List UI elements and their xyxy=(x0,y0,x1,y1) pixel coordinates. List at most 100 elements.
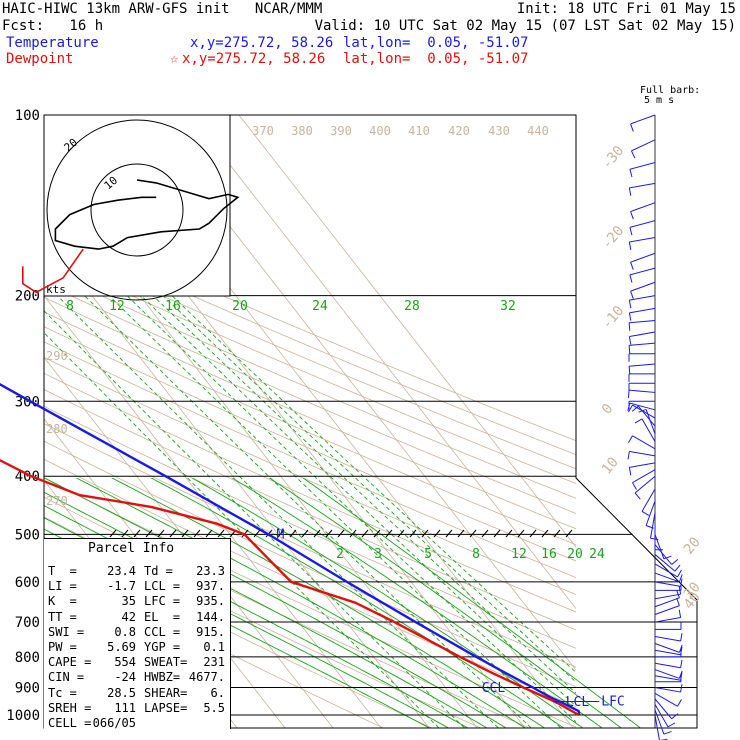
dewpoint-latlon: lat,lon= 0.05, -51.07 xyxy=(343,51,529,67)
mixing-ratio-label: 8 xyxy=(472,547,480,562)
wind-barb xyxy=(628,373,655,382)
barb-shaft xyxy=(654,581,681,587)
wind-barb xyxy=(654,704,676,728)
mixing-ratio-line xyxy=(108,295,561,728)
wind-barb xyxy=(654,698,679,720)
theta-label: 430 xyxy=(488,124,510,138)
mixing-ratio-line xyxy=(44,310,465,728)
barb-flag xyxy=(628,322,631,331)
isotherm-line xyxy=(44,233,430,728)
parcel-info-cell: 935. xyxy=(196,594,225,609)
parcel-info-cell: YGP = xyxy=(144,640,181,654)
theta-label: 280 xyxy=(46,422,68,436)
barb-shaft xyxy=(629,450,656,457)
wind-barb xyxy=(654,659,683,669)
dewpoint-xy: x,y=275.72, 58.26 xyxy=(182,51,326,67)
wind-barb xyxy=(655,648,682,658)
barb-shaft xyxy=(629,363,656,367)
wind-barb xyxy=(628,363,656,375)
freezing-hatch xyxy=(325,529,333,538)
barb-flag xyxy=(634,418,643,424)
barb-flag xyxy=(678,609,682,618)
barb-flag xyxy=(680,684,683,693)
barb-shaft xyxy=(654,698,673,720)
barb-flag xyxy=(628,345,631,354)
barb-flag xyxy=(628,435,633,443)
dry-adiabat-line xyxy=(44,282,576,514)
barb-flag xyxy=(627,390,630,399)
parcel-info-cell: CELL = xyxy=(48,716,92,730)
barb-shaft xyxy=(629,162,656,170)
parcel-info-cell: 0.8 xyxy=(114,624,136,639)
parcel-info-cell: CCL = xyxy=(144,624,181,639)
barb-shaft xyxy=(631,139,656,152)
moist-adiabat-line xyxy=(44,478,622,728)
theta-label: 420 xyxy=(448,124,470,138)
barb-shaft xyxy=(630,202,656,213)
wind-barb xyxy=(638,408,656,435)
barb-flag xyxy=(678,574,683,583)
wind-barb xyxy=(654,572,683,583)
wind-barb xyxy=(654,554,681,572)
freezing-hatch xyxy=(385,529,393,538)
wind-barb xyxy=(628,404,656,419)
barb-shaft xyxy=(654,643,680,653)
barb-shaft xyxy=(645,409,656,435)
barbs-title: Full barb: xyxy=(640,85,700,96)
pressure-label: 900 xyxy=(15,681,40,697)
mixing-ratio-label: 28 xyxy=(404,299,420,314)
parcel-info-cell: 554 xyxy=(114,655,136,670)
parcel-info-cell: 23.3 xyxy=(196,564,225,578)
freezing-hatch xyxy=(373,529,381,538)
moist-adiabat-line xyxy=(44,478,641,728)
mixing-ratio-label: 8 xyxy=(66,299,74,314)
mixing-ratio-label: 16 xyxy=(541,547,557,562)
sounding-annotations: ELMCCLLCLLFC xyxy=(277,527,625,710)
isotherm-line xyxy=(238,115,576,548)
dewpoint-star-icon: ☆ xyxy=(170,51,179,67)
annotation-label-lfc: LFC xyxy=(601,694,624,709)
mixing-ratio-line xyxy=(84,295,532,728)
barb-shaft xyxy=(641,488,656,512)
parcel-info-cell: CAPE = xyxy=(48,655,92,670)
freezing-hatch xyxy=(541,529,549,538)
dry-adiabat-line xyxy=(44,423,576,668)
pressure-label: 600 xyxy=(15,575,40,591)
temperature-legend-label: Temperature xyxy=(6,35,99,51)
wind-barb xyxy=(630,114,656,132)
isotherm-label: 20 xyxy=(681,534,704,557)
barb-shaft xyxy=(630,252,656,263)
dry-adiabat-line xyxy=(44,477,576,728)
barb-flag xyxy=(629,169,633,178)
barb-shaft xyxy=(654,709,665,735)
freezing-hatch xyxy=(349,529,357,538)
dry-adiabat-line xyxy=(44,372,576,613)
mixing-ratio-line xyxy=(140,295,576,707)
barb-flag xyxy=(677,569,682,578)
mixing-ratio-label: 5 xyxy=(424,547,432,562)
theta-label: 440 xyxy=(527,124,549,138)
barb-flag xyxy=(628,404,633,413)
barb-shaft xyxy=(654,554,676,572)
barb-shaft xyxy=(654,649,681,656)
barb-shaft xyxy=(629,462,656,468)
wind-barb xyxy=(654,597,680,615)
theta-label: 290 xyxy=(46,349,68,363)
pressure-label: 800 xyxy=(15,650,40,666)
barb-shaft xyxy=(645,500,656,526)
freezing-hatch xyxy=(277,529,285,538)
freezing-hatch xyxy=(481,529,489,538)
parcel-info-cell: K = xyxy=(48,594,77,609)
dewpoint-legend-label: Dewpoint xyxy=(6,51,74,67)
barb-flag xyxy=(634,492,641,500)
parcel-info-panel: Parcel Info T = 23.4 Td = 23.3 LI = -1.7 LCL =… xyxy=(44,538,231,730)
freezing-hatch xyxy=(217,529,225,538)
mixing-ratio-label: 12 xyxy=(109,299,125,314)
freezing-hatch xyxy=(553,529,561,538)
barb-flag xyxy=(641,511,650,516)
barb-shaft xyxy=(641,418,656,442)
barb-shaft xyxy=(630,281,656,292)
parcel-info-cell: 937. xyxy=(196,579,225,594)
annotation-label-ccl: CCL xyxy=(482,681,506,696)
